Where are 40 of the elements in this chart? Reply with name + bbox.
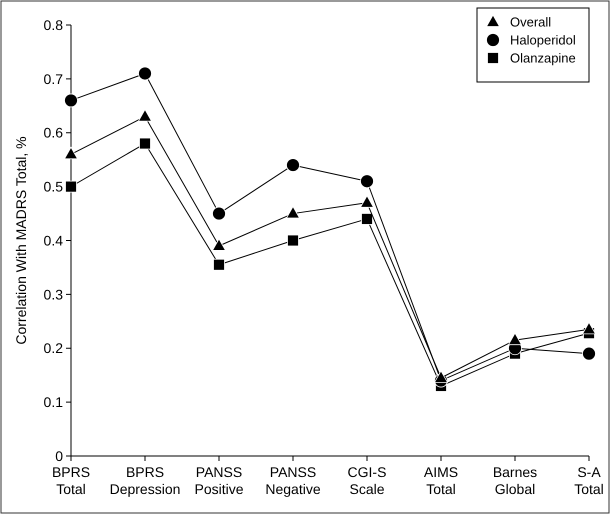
point [138,109,152,122]
legend-label: Haloperidol [510,32,576,48]
y-tick-label: 0.2 [44,340,64,356]
point [65,180,77,193]
legend-label: Olanzapine [510,50,576,66]
legend-label: Overall [510,14,552,30]
point [64,94,78,108]
point [212,238,226,251]
point [361,213,373,225]
y-axis-title: Correlation With MADRS Total, % [13,136,29,345]
y-tick-label: 0.6 [44,124,64,141]
point [212,206,226,220]
point [64,146,78,160]
x-tick-label: CGI-S Scale [348,464,386,497]
x-tick-label: Barnes Global [492,464,538,497]
x-tick-label: PANSS Negative [265,464,321,497]
point [139,138,151,150]
y-tick-label: 0.7 [44,70,64,87]
y-tick-label: 0.8 [44,16,64,33]
point [508,332,522,346]
point [286,206,300,218]
point [360,195,374,208]
y-tick-label: 0.4 [44,232,64,248]
y-tick-label: 0.1 [44,394,64,410]
x-tick-label: AIMS Total [424,464,458,497]
point [434,370,448,383]
x-tick-label: S-A Total [574,464,604,497]
point [582,346,596,361]
point [582,322,596,334]
x-tick-label: PANSS Positive [194,464,244,497]
point [286,158,300,172]
point [213,258,225,271]
point [138,66,152,80]
y-tick-label: 0 [55,448,64,464]
y-tick-label: 0.3 [44,286,64,302]
x-tick-label: BPRS Depression [110,464,180,497]
point [287,234,299,246]
point [360,174,374,188]
y-tick-label: 0.5 [44,178,64,195]
x-tick-label: BPRS Total [52,464,90,497]
